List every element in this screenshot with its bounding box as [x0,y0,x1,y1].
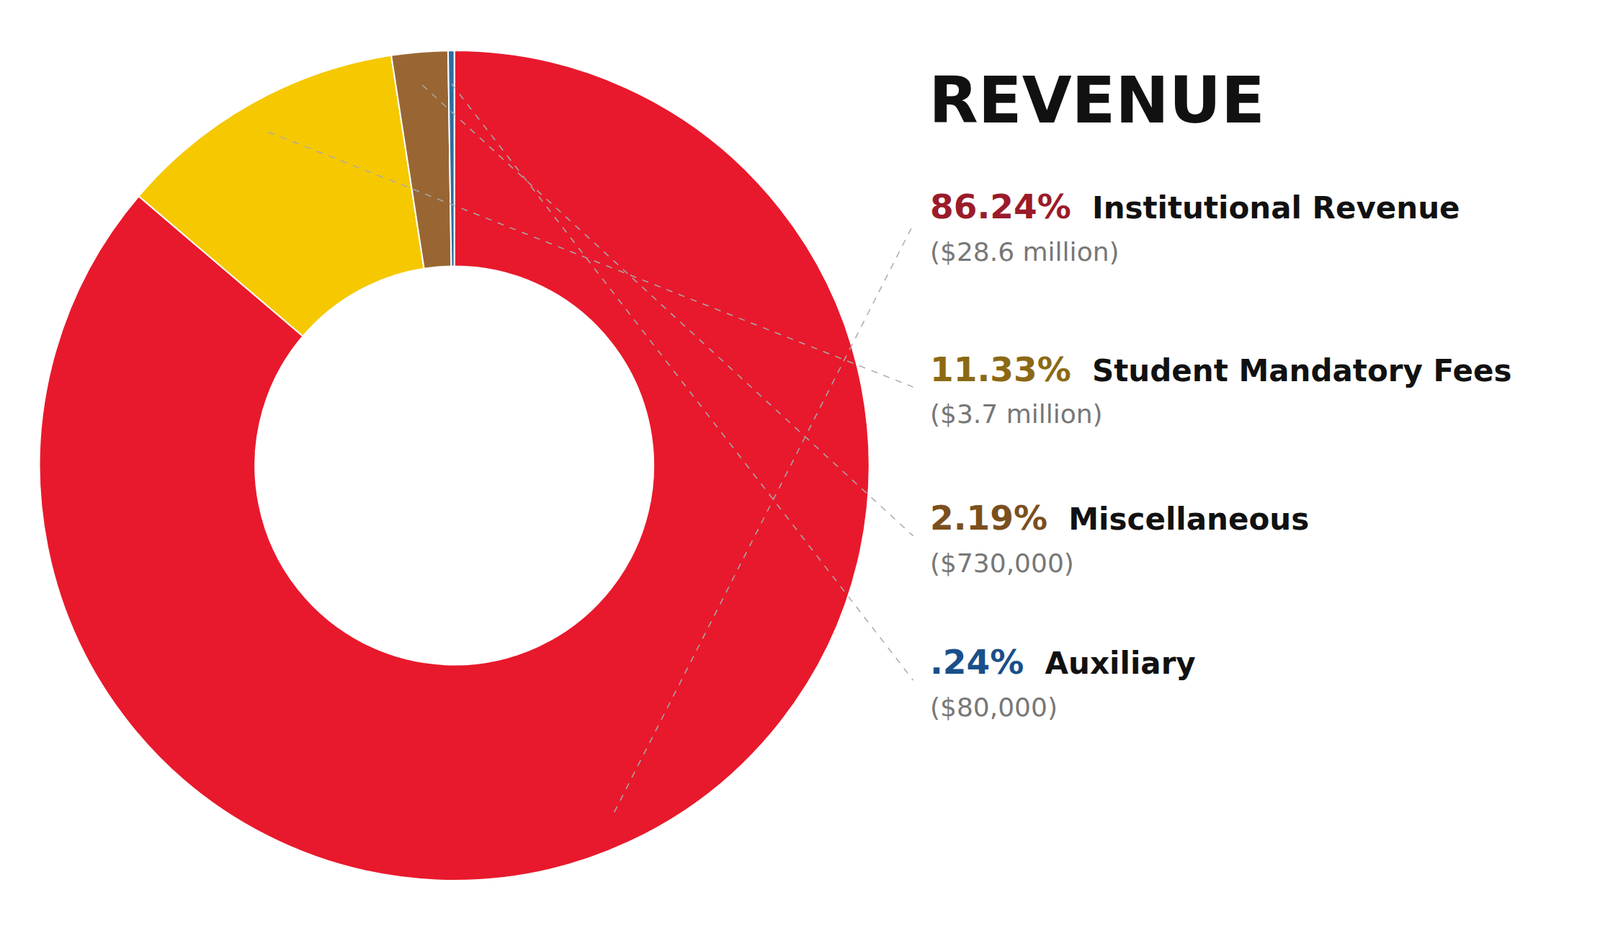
svg-text:11.33% Student Mandatory Fees: 11.33% Student Mandatory Fees [930,349,1512,390]
svg-text:2.19% Miscellaneous: 2.19% Miscellaneous [930,497,1309,538]
svg-text:($80,000): ($80,000) [930,692,1058,722]
svg-text:($730,000): ($730,000) [930,548,1075,578]
svg-text:REVENUE: REVENUE [928,62,1266,138]
svg-text:($3.7 million): ($3.7 million) [930,399,1103,429]
svg-text:.24% Auxiliary: .24% Auxiliary [930,641,1196,682]
svg-text:86.24% Institutional Revenue: 86.24% Institutional Revenue [930,186,1461,227]
svg-text:($28.6 million): ($28.6 million) [930,237,1120,267]
